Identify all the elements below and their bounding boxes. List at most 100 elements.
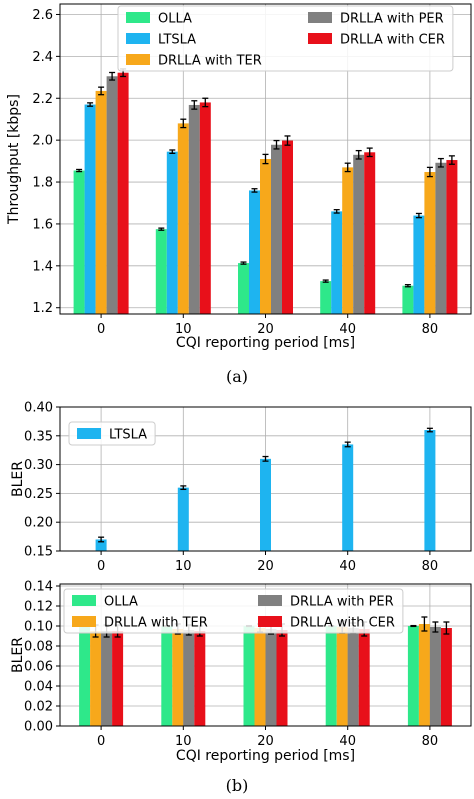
bar <box>254 628 266 726</box>
legend-label: DRLLA with CER <box>340 33 445 48</box>
y-tick-label: 2.4 <box>32 50 53 65</box>
legend-swatch <box>258 616 282 627</box>
bar <box>161 626 173 726</box>
legend-swatch <box>72 595 96 606</box>
bar <box>358 629 370 726</box>
x-tick-label: 40 <box>339 322 356 337</box>
legend-label: DRLLA with PER <box>340 12 444 27</box>
x-axis-label: CQI reporting period [ms] <box>176 748 355 764</box>
bar <box>249 190 260 314</box>
legend-swatch <box>72 616 96 627</box>
bar <box>353 154 365 314</box>
bar <box>418 624 430 726</box>
bar <box>407 626 419 726</box>
legend-label: LTSLA <box>158 33 196 48</box>
bar <box>199 102 211 314</box>
bar <box>112 631 124 726</box>
y-tick-label: 1.6 <box>32 217 53 232</box>
x-tick-label: 0 <box>97 559 105 574</box>
x-tick-label: 20 <box>257 322 274 337</box>
legend-label: DRLLA with CER <box>290 616 395 631</box>
bar <box>424 171 436 314</box>
bar <box>325 626 337 726</box>
y-tick-label: 0.08 <box>24 640 53 655</box>
bar <box>166 151 178 314</box>
legend-label: OLLA <box>104 595 138 610</box>
bar <box>260 458 271 551</box>
bar <box>194 631 206 726</box>
bar <box>429 627 441 726</box>
bar <box>446 160 458 314</box>
legend-label: OLLA <box>158 12 192 27</box>
y-tick-label: 0.25 <box>24 487 53 502</box>
y-axis-label: BLER <box>10 637 26 673</box>
bar <box>320 281 332 314</box>
bar <box>73 170 85 314</box>
x-tick-label: 10 <box>175 559 192 574</box>
legend-swatch <box>126 33 150 44</box>
y-tick-label: 0.30 <box>24 458 53 473</box>
y-tick-label: 0.10 <box>24 620 53 635</box>
bar <box>90 631 102 726</box>
bar <box>243 626 255 726</box>
y-tick-label: 0.12 <box>24 600 53 615</box>
bar <box>413 215 425 314</box>
bar <box>336 627 348 726</box>
bar <box>95 539 107 551</box>
legend: OLLA LTSLA DRLLA with TER DRLLA with PER DRL… <box>117 5 454 72</box>
bar <box>260 159 271 314</box>
legend: OLLA DRLLA with TER DRLLA with PER DRLLA wi… <box>63 588 404 634</box>
bar <box>265 629 277 726</box>
bar <box>342 444 354 551</box>
x-axis-label: CQI reporting period [ms] <box>176 335 355 351</box>
x-tick-label: 80 <box>422 559 439 574</box>
chart-a: 1.2 1.4 1.6 1.8 2.0 2.2 2.4 2.6 0 10 20 40 80 CQI rep… <box>6 3 472 351</box>
x-tick-label: 40 <box>339 559 356 574</box>
y-tick-label: 1.2 <box>32 301 53 316</box>
bar <box>347 628 359 726</box>
chart-b-top: 0.15 0.20 0.25 0.30 0.35 0.40 0 10 20 40 80 BLER LTS… <box>10 401 472 574</box>
y-tick-label: 0.02 <box>24 700 53 715</box>
bar <box>101 631 113 726</box>
bar <box>364 152 376 314</box>
y-tick-label: 0.14 <box>24 580 53 595</box>
bar <box>282 140 293 314</box>
legend-swatch <box>258 595 282 606</box>
legend-label: DRLLA with TER <box>158 54 262 69</box>
y-tick-label: 0.40 <box>24 401 53 416</box>
chart-b-bottom: 0.00 0.02 0.04 0.06 0.08 0.10 0.12 0.14 0 10 20 40 8… <box>10 580 472 764</box>
legend-label: LTSLA <box>109 428 147 443</box>
y-tick-label: 0.06 <box>24 660 53 675</box>
bar <box>276 630 288 726</box>
y-tick-label: 0.04 <box>24 680 53 695</box>
caption-b: (b) <box>226 776 249 795</box>
y-tick-label: 0.15 <box>24 545 53 560</box>
y-tick-label: 2.6 <box>32 8 53 23</box>
bar <box>424 430 436 551</box>
legend-box <box>68 421 156 446</box>
y-axis-label: BLER <box>10 461 26 497</box>
y-tick-label: 1.8 <box>32 176 53 191</box>
x-tick-label: 20 <box>257 559 274 574</box>
bar <box>106 76 118 314</box>
y-tick-label: 0.00 <box>24 720 53 735</box>
bar <box>331 211 343 314</box>
bar <box>440 628 452 726</box>
bar <box>402 285 414 314</box>
caption-a: (a) <box>226 367 248 386</box>
bar <box>79 626 91 726</box>
x-tick-label: 40 <box>339 734 356 749</box>
legend-box <box>117 5 454 72</box>
bar <box>95 90 107 314</box>
bar <box>172 629 184 726</box>
x-tick-label: 0 <box>97 322 105 337</box>
y-tick-label: 2.0 <box>32 134 53 149</box>
bar <box>84 104 96 314</box>
bar <box>238 263 249 314</box>
bar <box>342 167 354 314</box>
y-tick-label: 1.4 <box>32 259 53 274</box>
legend-swatch <box>126 12 150 23</box>
legend: LTSLA <box>68 421 156 446</box>
bar <box>117 72 129 315</box>
